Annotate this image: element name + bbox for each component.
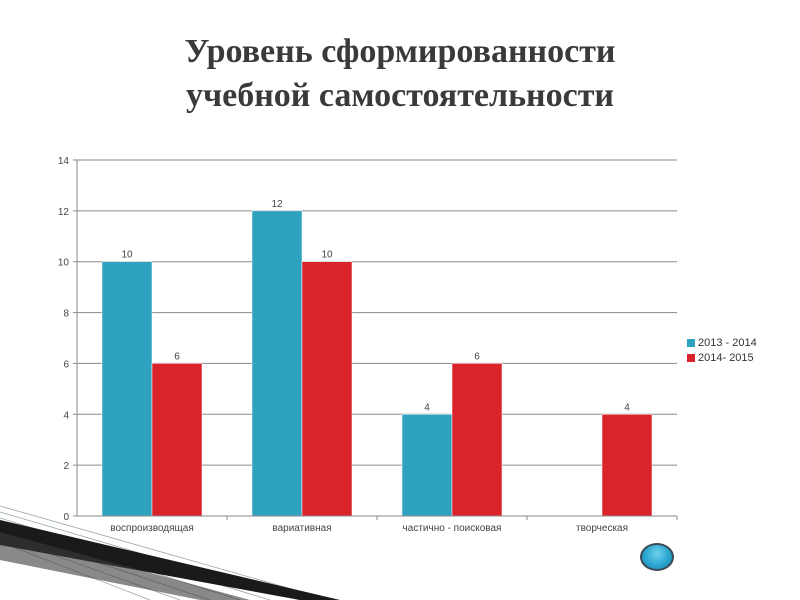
bar-series-1 xyxy=(101,261,153,517)
y-tick-label: 0 xyxy=(63,512,69,523)
y-tick-label: 10 xyxy=(58,258,70,269)
next-slide-button[interactable] xyxy=(640,543,674,571)
legend-item-series-2: 2014- 2015 xyxy=(687,350,757,365)
bar-labels: 10 6 12 10 4 6 4 xyxy=(121,199,630,413)
legend-swatch-series-1 xyxy=(687,338,695,347)
y-tick-label: 8 xyxy=(63,309,69,320)
y-axis-ticks: 0 2 4 6 8 10 12 14 xyxy=(58,156,77,523)
y-tick-label: 12 xyxy=(58,207,70,218)
slide-title-line-2: учебной самостоятельности xyxy=(185,77,615,114)
y-tick-label: 6 xyxy=(63,359,69,370)
bar-series-2 xyxy=(151,363,203,517)
y-tick-label: 2 xyxy=(63,461,69,472)
bar-value-label: 4 xyxy=(424,402,430,413)
x-tick-label: частично - поисковая xyxy=(403,523,502,534)
bars xyxy=(101,210,653,517)
legend-swatch-series-2 xyxy=(687,353,695,362)
x-tick-label: творческая xyxy=(576,523,628,534)
bar-value-label: 10 xyxy=(321,250,333,261)
y-tick-label: 4 xyxy=(63,410,69,421)
bar-value-label: 4 xyxy=(624,402,630,413)
bar-value-label: 6 xyxy=(174,351,180,362)
bar-series-1 xyxy=(251,210,303,517)
bar-value-label: 6 xyxy=(474,351,480,362)
legend-label-series-2: 2014- 2015 xyxy=(698,351,754,364)
bar-value-label: 12 xyxy=(271,199,283,210)
bar-series-2 xyxy=(301,261,353,517)
x-axis-labels: воспроизводящая вариативная частично - пои… xyxy=(110,516,678,534)
y-tick-label: 14 xyxy=(58,156,70,167)
bar-series-2 xyxy=(601,414,653,517)
legend-item-series-1: 2013 - 2014 xyxy=(687,335,757,350)
legend: 2013 - 2014 2014- 2015 xyxy=(687,335,757,365)
x-tick-label: воспроизводящая xyxy=(110,523,193,534)
grid-lines xyxy=(77,159,677,517)
legend-label-series-1: 2013 - 2014 xyxy=(698,336,757,349)
x-tick-label: вариативная xyxy=(272,523,331,534)
slide-title: Уровень сформированности учебной самосто… xyxy=(0,30,800,118)
bar-value-label: 10 xyxy=(121,250,133,261)
bar-series-1 xyxy=(401,414,453,517)
slide-title-line-1: Уровень сформированности xyxy=(184,33,616,70)
